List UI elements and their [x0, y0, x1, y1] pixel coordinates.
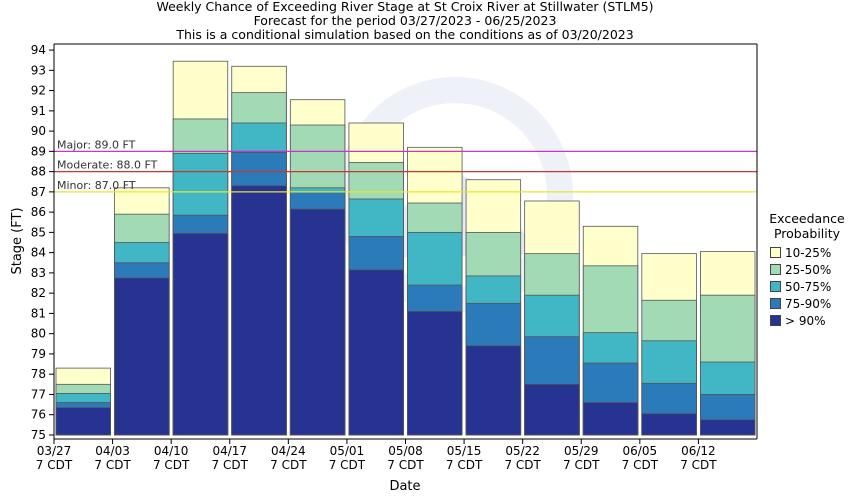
x-tick-date: 05/22 [505, 444, 540, 458]
legend-label: 75-90% [785, 296, 832, 311]
ref-label-minor: Minor: 87.0 FT [57, 179, 136, 192]
x-tick-date: 06/05 [623, 444, 658, 458]
legend-label: > 90% [785, 313, 826, 328]
ref-label-moderate: Moderate: 88.0 FT [57, 159, 158, 172]
legend-item: > 90% [764, 312, 850, 329]
y-tick-label: 84 [31, 246, 46, 260]
x-tick-timezone: 7 CDT [622, 458, 659, 472]
flood-stage-lines: Major: 89.0 FT Moderate: 88.0 FT Minor: 87… [54, 138, 757, 193]
legend: Exceedance Probability 10-25% 25-50% 50-75… [764, 211, 850, 329]
legend-item: 75-90% [764, 295, 850, 312]
x-tick-date: 03/27 [37, 444, 72, 458]
x-tick-timezone: 7 CDT [153, 458, 190, 472]
bar-03-27-90 [55, 407, 111, 436]
legend-label: 10-25% [785, 245, 832, 260]
bar-05-08-90 [407, 310, 463, 436]
bar-04-03-90 [114, 277, 170, 436]
legend-item: 50-75% [764, 278, 850, 295]
y-tick-label: 86 [31, 205, 46, 219]
bar-05-01-90 [348, 269, 404, 436]
x-tick-date: 04/24 [271, 444, 306, 458]
x-axis-title: Date [389, 479, 420, 494]
legend-swatch [770, 281, 781, 292]
bar-05-22-90 [524, 383, 580, 436]
bar-04-17-90 [231, 185, 287, 436]
x-tick-timezone: 7 CDT [212, 458, 249, 472]
y-tick-label: 83 [31, 266, 46, 280]
bar-06-12-90 [700, 419, 756, 436]
x-tick-date: 05/29 [564, 444, 599, 458]
legend-item: 10-25% [764, 244, 850, 261]
bar-06-05-90 [641, 413, 697, 436]
legend-item: 25-50% [764, 261, 850, 278]
x-tick-date: 05/08 [388, 444, 423, 458]
x-tick-timezone: 7 CDT [94, 458, 131, 472]
y-tick-label: 88 [31, 165, 46, 179]
y-tick-label: 89 [31, 144, 46, 158]
legend-items: 10-25% 25-50% 50-75% 75-90% > 90% [764, 244, 850, 329]
legend-label: 50-75% [785, 279, 832, 294]
chart-title-block: Weekly Chance of Exceeding River Stage a… [0, 0, 810, 42]
legend-title-line2: Probability [773, 225, 841, 241]
x-tick-date: 05/01 [330, 444, 365, 458]
y-tick-label: 80 [31, 327, 46, 341]
x-tick-timezone: 7 CDT [446, 458, 483, 472]
legend-swatch [770, 247, 781, 258]
y-tick-label: 90 [31, 124, 46, 138]
x-tick-date: 04/17 [212, 444, 247, 458]
legend-title-line1: Exceedance [769, 211, 845, 226]
y-tick-label: 78 [31, 367, 46, 381]
x-tick-timezone: 7 CDT [270, 458, 307, 472]
y-tick-label: 79 [31, 347, 46, 361]
x-tick-date: 05/15 [447, 444, 482, 458]
legend-swatch [770, 315, 781, 326]
ref-label-major: Major: 89.0 FT [57, 138, 136, 151]
x-tick-date: 06/12 [681, 444, 716, 458]
bar-05-29-90 [582, 402, 639, 436]
x-tick-timezone: 7 CDT [36, 458, 73, 472]
bar-stacks [55, 60, 756, 436]
y-ticks: 75 76 77 78 79 80 81 82 83 84 85 86 87 88 89 90 91 92 93 94 [31, 43, 54, 442]
x-tick-date: 04/10 [154, 444, 189, 458]
x-tick-timezone: 7 CDT [329, 458, 366, 472]
y-tick-label: 76 [31, 408, 46, 422]
x-tick-timezone: 7 CDT [563, 458, 600, 472]
chart-subtitle-conditions: This is a conditional simulation based o… [176, 27, 634, 42]
legend-title: Exceedance Probability [764, 211, 850, 241]
chart-title: Weekly Chance of Exceeding River Stage a… [156, 0, 654, 14]
legend-swatch [770, 298, 781, 309]
y-axis-title: Stage (FT) [10, 207, 25, 274]
y-tick-label: 85 [31, 225, 46, 239]
y-tick-label: 94 [31, 43, 46, 57]
chart-subtitle-period: Forecast for the period 03/27/2023 - 06/… [253, 13, 557, 28]
bar-05-15-90 [465, 345, 522, 436]
legend-swatch [770, 264, 781, 275]
x-tick-timezone: 7 CDT [387, 458, 424, 472]
y-tick-label: 81 [31, 306, 46, 320]
y-tick-label: 75 [31, 428, 46, 442]
bar-04-24-90 [289, 208, 346, 436]
legend-label: 25-50% [785, 262, 832, 277]
y-tick-label: 82 [31, 286, 46, 300]
plot-area [54, 44, 757, 439]
x-tick-timezone: 7 CDT [680, 458, 717, 472]
y-tick-label: 87 [31, 185, 46, 199]
x-tick-timezone: 7 CDT [504, 458, 541, 472]
y-tick-label: 92 [31, 84, 46, 98]
y-tick-label: 91 [31, 104, 46, 118]
bar-04-10-90 [172, 232, 229, 436]
y-tick-label: 93 [31, 63, 46, 77]
y-tick-label: 77 [31, 387, 46, 401]
x-tick-date: 04/03 [95, 444, 130, 458]
